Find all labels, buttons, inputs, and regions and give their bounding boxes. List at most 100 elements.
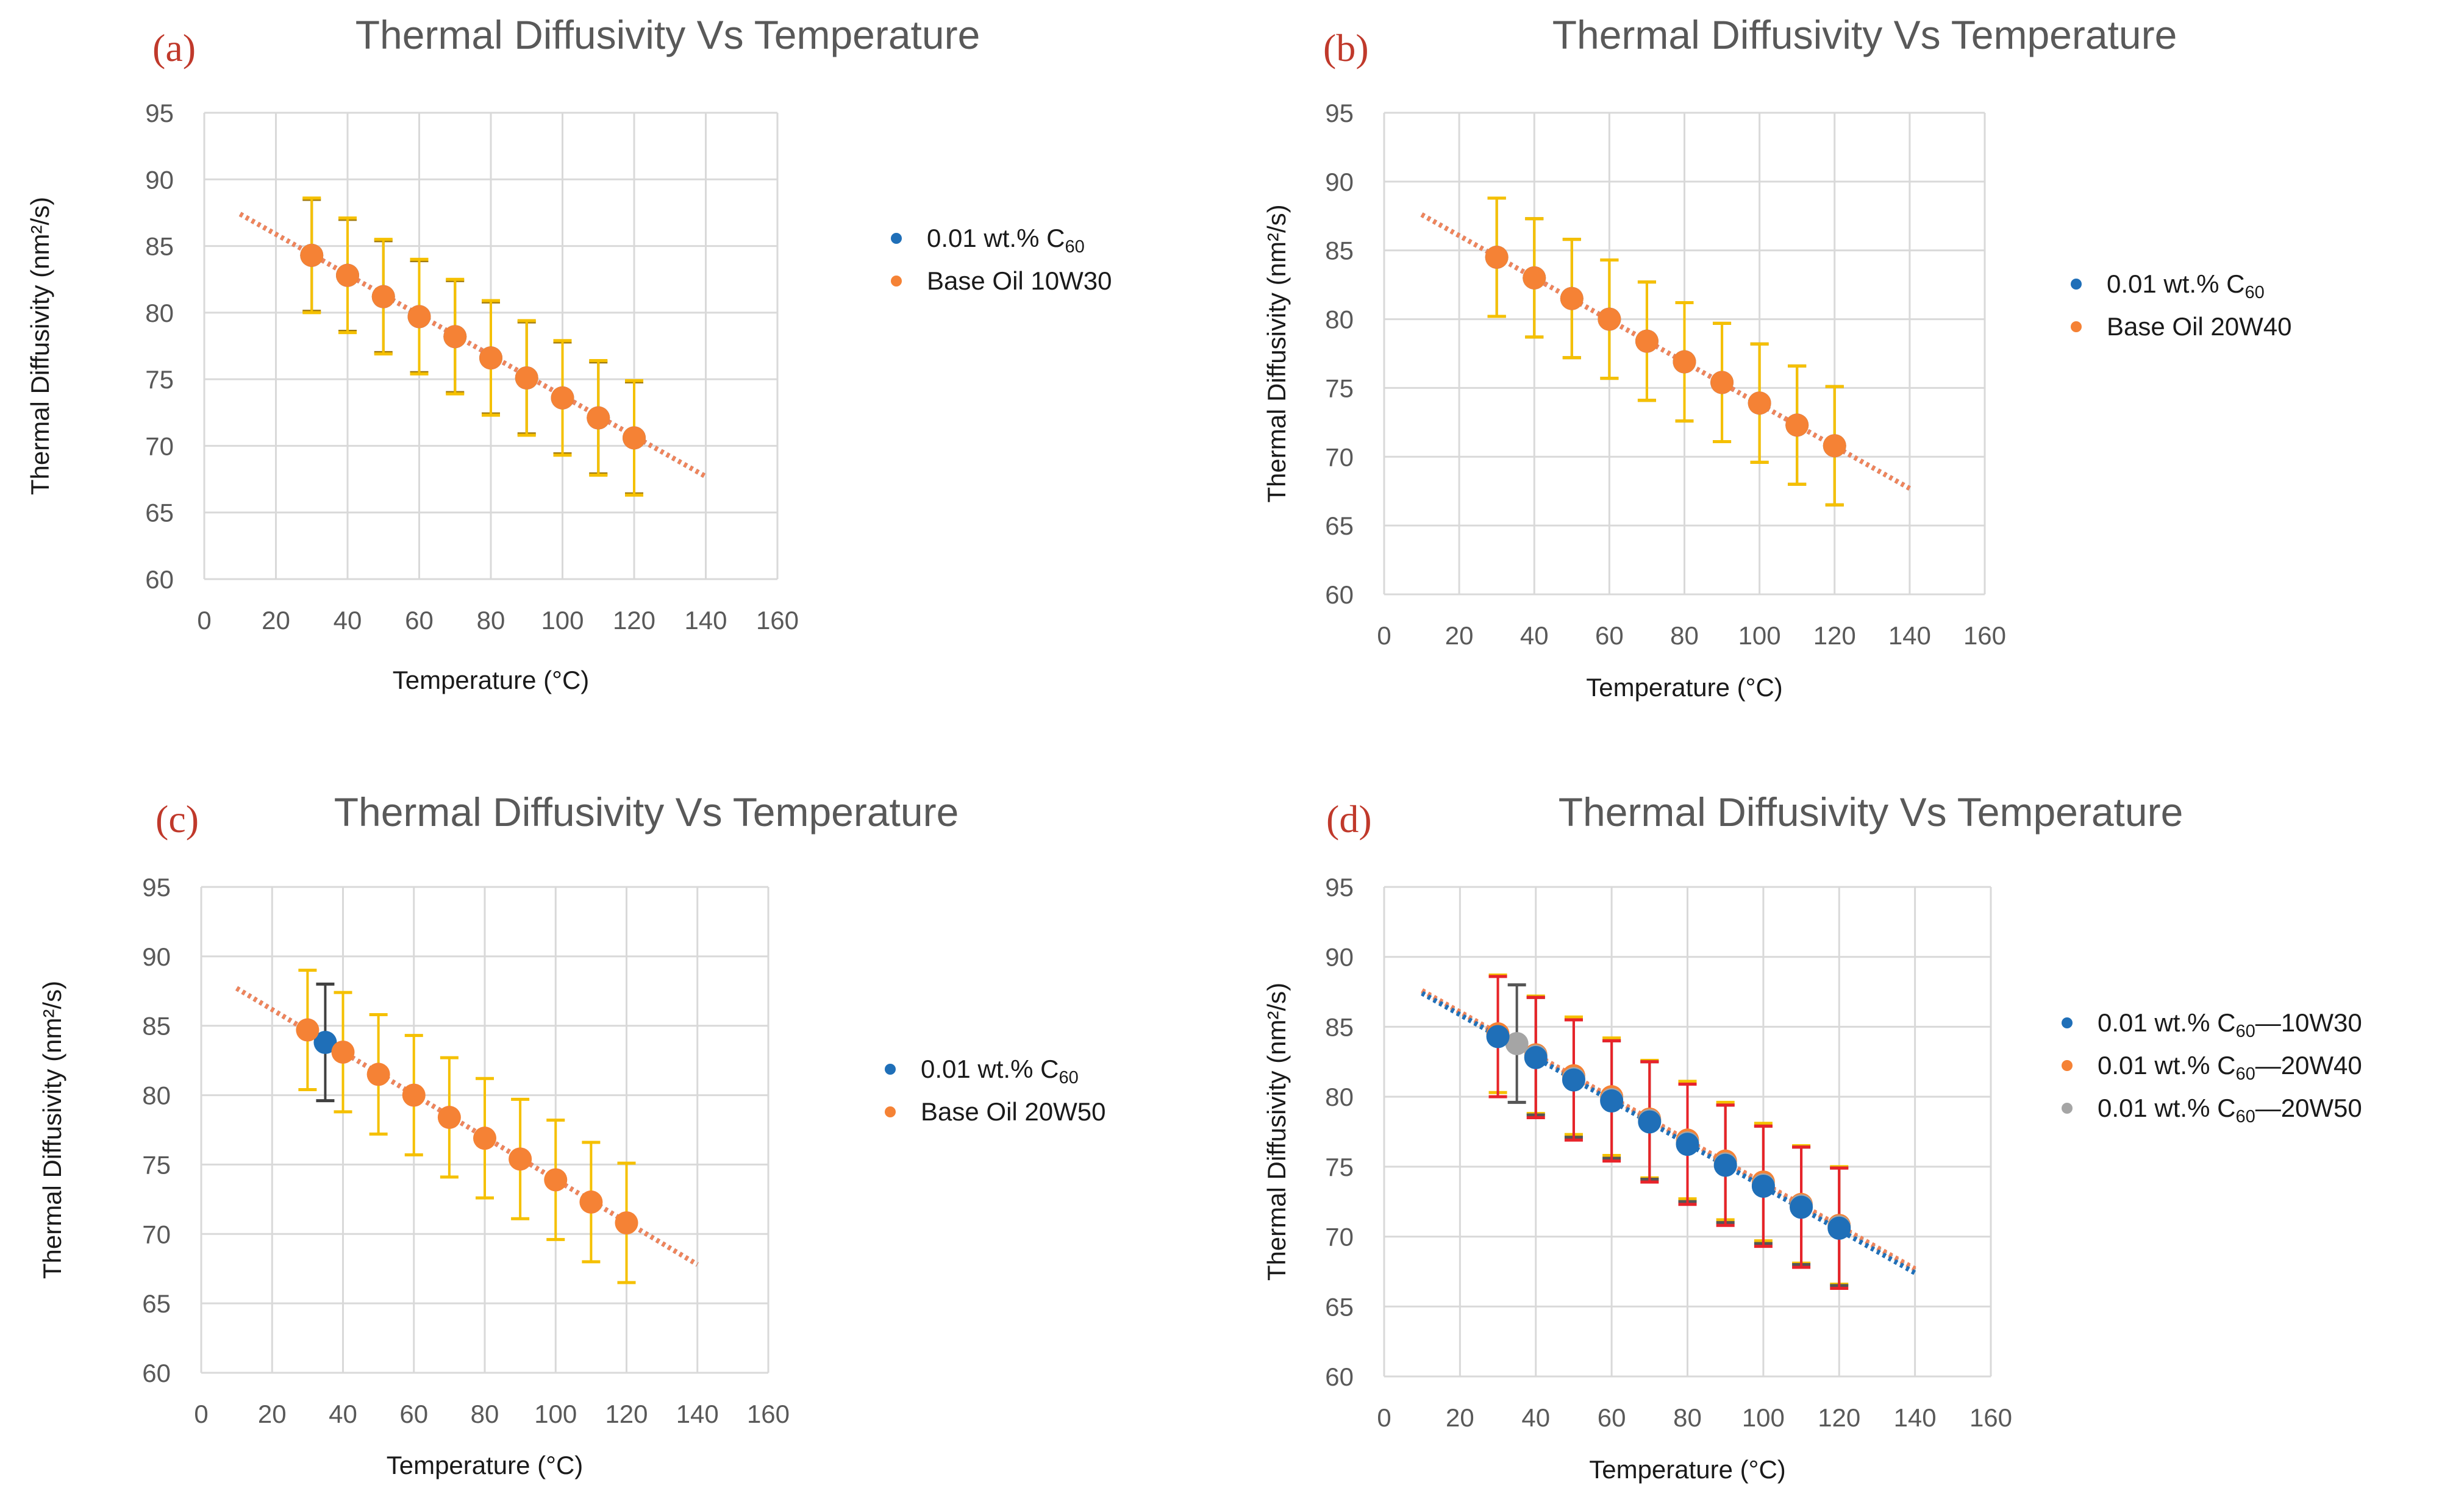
y-tick-label: 65 (145, 499, 174, 527)
x-tick-label: 140 (1888, 621, 1931, 650)
x-tick-label: 100 (534, 1400, 577, 1428)
y-tick-label: 65 (1325, 1292, 1354, 1321)
data-point (1713, 1153, 1737, 1177)
chart-panel-2: 60 65 70 75 80 85 90 95 0 20 40 60 80 100 120 140 160 The… (1262, 12, 2291, 702)
legend-entry: Base Oil 10W30 (927, 266, 1112, 295)
data-point (366, 1063, 390, 1086)
data-point (1710, 371, 1734, 394)
data-point (479, 346, 502, 370)
data-point (437, 1106, 461, 1130)
legend-entry: Base Oil 20W40 (2107, 312, 2291, 341)
data-point (1598, 307, 1621, 331)
y-tick-label: 85 (1325, 237, 1354, 265)
x-tick-label: 20 (262, 606, 290, 635)
x-tick-label: 0 (1377, 621, 1391, 650)
y-tick-label: 75 (142, 1150, 171, 1179)
y-tick-label: 65 (1325, 511, 1354, 540)
data-point (371, 285, 395, 308)
chart-title: Thermal Diffusivity Vs Temperature (1559, 789, 2184, 835)
y-tick-label: 70 (142, 1220, 171, 1248)
data-point (1635, 329, 1659, 353)
y-axis-label: Thermal Diffusivity (nm²/s) (26, 197, 54, 495)
data-point (1560, 287, 1584, 310)
chart-panel-3: 60 65 70 75 80 85 90 95 0 20 40 60 80 100 120 140 160 The… (38, 789, 1105, 1479)
y-tick-label: 60 (1325, 580, 1354, 609)
x-tick-label: 120 (1818, 1403, 1860, 1432)
data-point (551, 386, 574, 410)
x-tick-label: 160 (1969, 1403, 2012, 1432)
x-tick-label: 160 (1963, 621, 2006, 650)
x-tick-label: 140 (684, 606, 727, 635)
data-point (402, 1083, 426, 1107)
y-tick-label: 75 (145, 365, 174, 394)
y-tick-label: 75 (1325, 374, 1354, 402)
data-point (1785, 413, 1809, 437)
x-tick-label: 60 (399, 1400, 428, 1428)
y-tick-label: 95 (1325, 873, 1354, 902)
x-tick-label: 40 (334, 606, 362, 635)
y-tick-label: 60 (145, 565, 174, 594)
x-tick-label: 20 (1445, 621, 1474, 650)
data-point (1523, 266, 1546, 290)
legend-marker (885, 1064, 896, 1075)
data-point (331, 1040, 355, 1064)
x-tick-label: 120 (1813, 621, 1856, 650)
x-tick-label: 20 (1446, 1403, 1474, 1432)
x-tick-label: 100 (1742, 1403, 1785, 1432)
legend-marker (891, 276, 902, 287)
data-point (615, 1211, 638, 1235)
x-tick-label: 60 (1595, 621, 1624, 650)
x-axis-label: Temperature (°C) (1589, 1455, 1786, 1484)
x-tick-label: 40 (1521, 1403, 1550, 1432)
data-point (1673, 350, 1696, 374)
y-tick-label: 90 (142, 942, 171, 971)
y-tick-label: 70 (145, 432, 174, 460)
y-tick-label: 70 (1325, 1223, 1354, 1251)
x-axis-label: Temperature (°C) (1586, 673, 1783, 702)
panel-label: (d) (1326, 797, 1372, 841)
data-point (544, 1168, 568, 1192)
data-point (1827, 1216, 1851, 1240)
data-point (296, 1018, 320, 1042)
x-tick-label: 160 (756, 606, 799, 635)
chart-title: Thermal Diffusivity Vs Temperature (1552, 12, 2177, 57)
panel-label: (c) (155, 797, 199, 841)
data-point (587, 406, 610, 430)
y-tick-label: 75 (1325, 1153, 1354, 1181)
y-tick-label: 80 (1325, 1083, 1354, 1111)
legend-entry: 0.01 wt.% C60​ (2107, 269, 2265, 302)
x-tick-label: 80 (1670, 621, 1699, 650)
data-point (1823, 434, 1846, 458)
data-point (1486, 1025, 1510, 1048)
y-axis-label: Thermal Diffusivity (nm²/s) (1262, 204, 1291, 502)
data-point (515, 366, 538, 390)
legend-entry: Base Oil 20W50 (921, 1097, 1105, 1126)
data-point (1485, 246, 1509, 269)
y-axis-label: Thermal Diffusivity (nm²/s) (38, 981, 66, 1279)
data-point (300, 243, 324, 267)
y-tick-label: 90 (1325, 168, 1354, 196)
x-tick-label: 40 (1520, 621, 1549, 650)
legend-entry: 0.01 wt.% C60—20W50 (2098, 1094, 2362, 1127)
y-tick-label: 85 (1325, 1013, 1354, 1041)
y-tick-label: 95 (1325, 99, 1354, 127)
data-point (579, 1190, 603, 1214)
x-tick-label: 60 (405, 606, 434, 635)
y-tick-label: 90 (1325, 943, 1354, 972)
data-point (1638, 1110, 1662, 1134)
panel-label: (a) (152, 26, 196, 69)
legend-entry: 0.01 wt.% C60​ (921, 1055, 1079, 1088)
y-tick-label: 80 (142, 1081, 171, 1110)
data-point (1562, 1068, 1585, 1092)
data-point (1751, 1174, 1775, 1198)
x-tick-label: 0 (197, 606, 211, 635)
data-point (1600, 1089, 1624, 1113)
x-axis-label: Temperature (°C) (393, 666, 590, 694)
legend-marker (885, 1106, 896, 1117)
y-tick-label: 60 (1325, 1362, 1354, 1391)
y-tick-label: 70 (1325, 443, 1354, 471)
data-point (509, 1147, 532, 1171)
panel-label: (b) (1323, 26, 1369, 69)
y-tick-label: 95 (145, 99, 174, 127)
legend-entry: 0.01 wt.% C60—20W40 (2098, 1051, 2362, 1084)
